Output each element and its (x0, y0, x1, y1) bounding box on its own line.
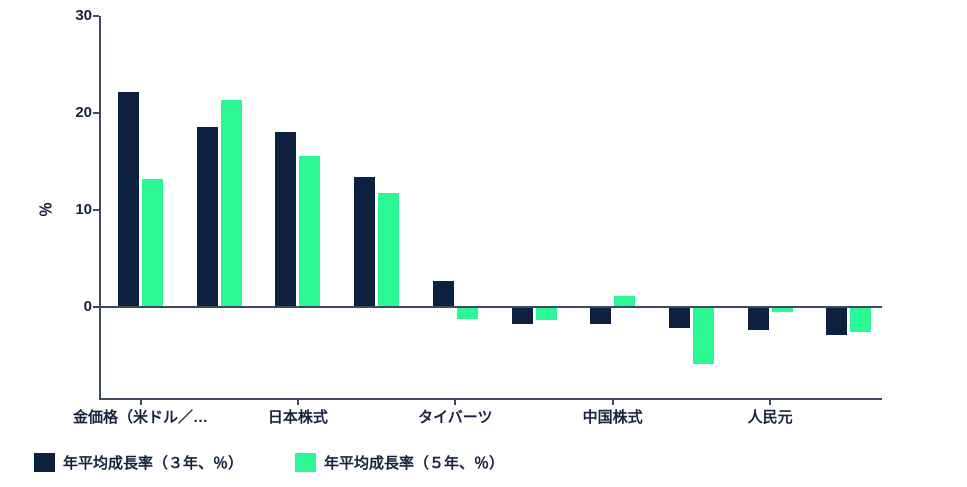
legend-label: 年平均成長率（５年、％） (324, 455, 505, 472)
x-category-label: 日本株式 (267, 409, 328, 426)
y-tick-mark (93, 306, 99, 308)
x-tick-mark (611, 400, 614, 405)
bar-series-1 (354, 176, 376, 306)
x-tick-mark (139, 400, 142, 405)
x-tick-mark (769, 400, 772, 405)
y-tick-label: 0 (83, 298, 92, 315)
y-tick-mark (93, 112, 99, 114)
x-tick-mark (296, 400, 299, 405)
bar-series-1 (511, 308, 533, 324)
legend-label: 年平均成長率（３年、％） (63, 455, 244, 472)
y-tick-mark (93, 209, 99, 211)
bar-series-2 (456, 308, 478, 319)
bar-series-2 (692, 308, 714, 365)
y-tick-label: 30 (75, 7, 92, 24)
y-axis-title: ％ (38, 201, 56, 218)
bar-series-1 (668, 308, 690, 329)
zero-gridline (93, 306, 882, 308)
legend-item: 年平均成長率（５年、％） (295, 452, 504, 473)
bar-series-2 (299, 155, 321, 306)
x-category-label: タイバーツ (418, 409, 493, 426)
y-tick-label: 20 (75, 104, 92, 121)
bar-series-2 (535, 308, 557, 320)
bar-series-1 (196, 126, 218, 306)
x-category-label: 人民元 (747, 409, 793, 426)
bar-series-2 (771, 308, 793, 312)
bar-series-1 (826, 308, 848, 336)
legend-swatch (295, 453, 317, 472)
x-category-label: 中国株式 (582, 409, 643, 426)
legend-item: 年平均成長率（３年、％） (34, 452, 243, 473)
bar-series-1 (432, 280, 454, 306)
bar-series-1 (590, 308, 612, 324)
bar-series-2 (378, 192, 400, 306)
bar-series-2 (614, 296, 636, 306)
legend-swatch (34, 453, 55, 472)
bar-series-1 (118, 91, 139, 306)
bar-series-1 (747, 308, 769, 331)
x-tick-mark (454, 400, 457, 405)
x-axis-line (99, 398, 882, 400)
legend: 年平均成長率（３年、％） 年平均成長率（５年、％） (34, 452, 556, 473)
y-axis-line (99, 16, 101, 400)
y-tick-mark (93, 15, 99, 17)
x-category-label: 金価格（米ドル／… (72, 409, 208, 426)
bar-series-1 (275, 132, 297, 306)
bar-series-2 (850, 308, 872, 333)
y-tick-label: 10 (75, 201, 92, 218)
bar-series-2 (220, 100, 242, 306)
bar-series-2 (142, 178, 163, 306)
